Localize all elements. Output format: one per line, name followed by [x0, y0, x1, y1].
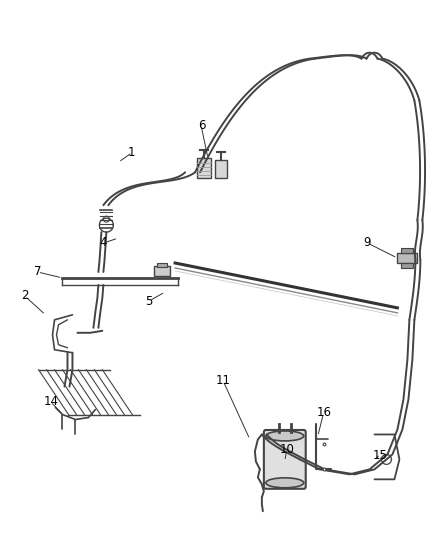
Text: 4: 4: [99, 236, 107, 249]
FancyBboxPatch shape: [264, 430, 306, 489]
Text: 15: 15: [373, 449, 388, 462]
Text: 14: 14: [43, 395, 58, 408]
Bar: [154, 266, 170, 276]
Ellipse shape: [266, 478, 304, 488]
Text: 11: 11: [216, 374, 231, 387]
Bar: [197, 158, 211, 178]
Text: 7: 7: [34, 265, 42, 278]
Text: 9: 9: [364, 236, 371, 249]
Text: 5: 5: [145, 295, 153, 308]
Bar: [401, 248, 413, 253]
Bar: [157, 263, 167, 267]
Bar: [401, 263, 413, 268]
Ellipse shape: [266, 431, 304, 441]
Text: 16: 16: [316, 406, 331, 419]
Text: 10: 10: [279, 443, 294, 456]
Text: 1: 1: [128, 146, 135, 159]
Bar: [215, 160, 227, 178]
Text: 2: 2: [21, 289, 28, 302]
Bar: [397, 253, 417, 263]
Text: 6: 6: [198, 119, 205, 132]
